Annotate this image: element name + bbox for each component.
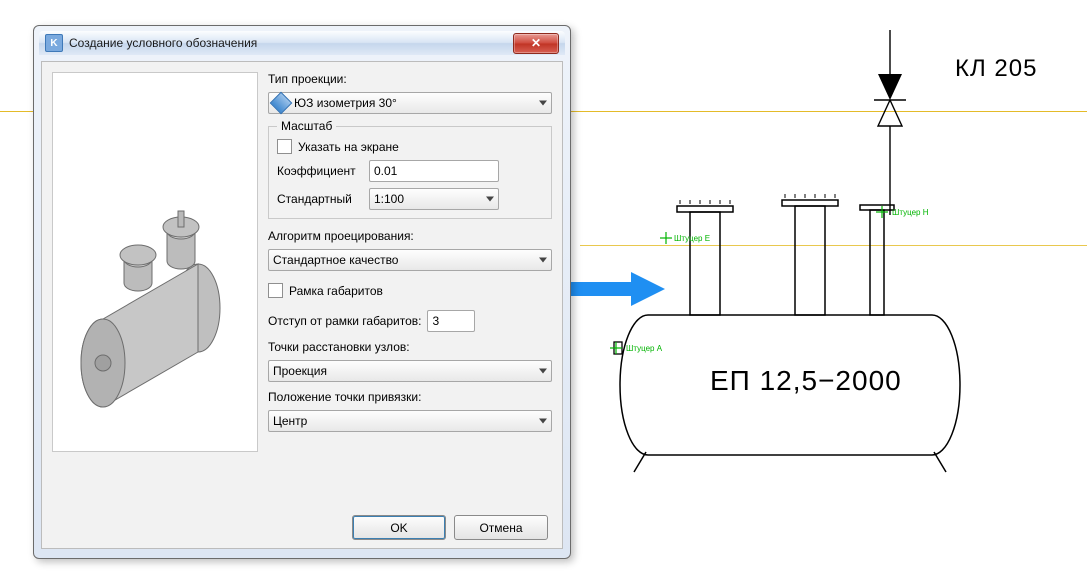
algo-label: Алгоритм проецирования:	[268, 229, 552, 243]
coef-value: 0.01	[374, 164, 397, 178]
tank-symbol: Штуцер E Штуцер H Штуцер A	[620, 200, 960, 470]
anchor-value: Центр	[273, 414, 307, 428]
nodes-combo[interactable]: Проекция	[268, 360, 552, 382]
dialog-window: K Создание условного обозначения ✕	[33, 25, 571, 559]
projection-label: Тип проекции:	[268, 72, 552, 86]
svg-text:Штуцер H: Штуцер H	[892, 208, 929, 217]
chevron-down-icon	[539, 101, 547, 106]
anchor-combo[interactable]: Центр	[268, 410, 552, 432]
chevron-down-icon	[539, 419, 547, 424]
scale-group: Масштаб Указать на экране Коэффициент 0.…	[268, 126, 552, 219]
anchor-label: Положение точки привязки:	[268, 390, 552, 404]
tank-label: ЕП 12,5−2000	[710, 365, 902, 397]
valve-label: КЛ 205	[955, 55, 1037, 83]
app-icon: K	[45, 34, 63, 52]
cancel-label: Отмена	[479, 521, 522, 535]
std-label: Стандартный	[277, 192, 363, 206]
close-button[interactable]: ✕	[513, 33, 559, 54]
cancel-button[interactable]: Отмена	[454, 515, 548, 540]
preview-pane	[52, 72, 258, 452]
bbox-offset-label: Отступ от рамки габаритов:	[268, 314, 421, 328]
coef-label: Коэффициент	[277, 164, 363, 178]
dialog-title: Создание условного обозначения	[69, 36, 513, 50]
scale-group-label: Масштаб	[277, 119, 336, 133]
coef-input[interactable]: 0.01	[369, 160, 499, 182]
chevron-down-icon	[539, 369, 547, 374]
algo-value: Стандартное качество	[273, 253, 398, 267]
ok-label: OK	[390, 521, 407, 535]
std-value: 1:100	[374, 192, 404, 206]
std-combo[interactable]: 1:100	[369, 188, 499, 210]
nodes-value: Проекция	[273, 364, 327, 378]
onscreen-label: Указать на экране	[298, 140, 399, 154]
chevron-down-icon	[486, 197, 494, 202]
ok-button[interactable]: OK	[352, 515, 446, 540]
chevron-down-icon	[539, 258, 547, 263]
bbox-checkbox[interactable]	[268, 283, 283, 298]
bbox-label: Рамка габаритов	[289, 284, 383, 298]
svg-text:Штуцер E: Штуцер E	[674, 234, 710, 243]
onscreen-checkbox[interactable]	[277, 139, 292, 154]
cube-icon	[270, 92, 293, 115]
close-icon: ✕	[531, 36, 541, 50]
titlebar[interactable]: K Создание условного обозначения ✕	[39, 31, 565, 55]
bbox-offset-value: 3	[432, 314, 439, 328]
projection-combo[interactable]: ЮЗ изометрия 30°	[268, 92, 552, 114]
svg-text:Штуцер A: Штуцер A	[626, 344, 663, 353]
nodes-label: Точки расстановки узлов:	[268, 340, 552, 354]
algo-combo[interactable]: Стандартное качество	[268, 249, 552, 271]
bbox-offset-input[interactable]: 3	[427, 310, 475, 332]
valve-symbol	[870, 30, 910, 215]
projection-value: ЮЗ изометрия 30°	[294, 96, 397, 110]
